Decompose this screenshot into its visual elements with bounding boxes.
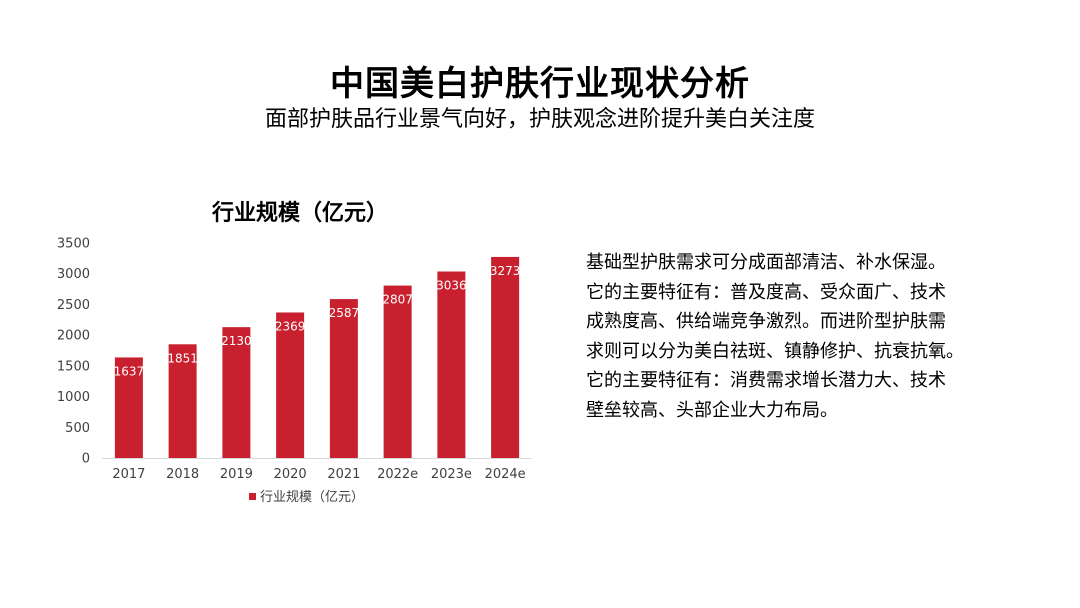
slide-subtitle: 面部护肤品行业景气向好，护肤观念进阶提升美白关注度: [264, 107, 815, 132]
x-tick-label: 2021: [327, 467, 360, 482]
y-axis: 0 500 1000 1500 2000 2500 3000 3500: [57, 237, 90, 467]
legend: 行业规模（亿元）: [249, 490, 364, 505]
data-labels: 1637 1851 2130 2369 2587 2807 3036 3273: [114, 264, 521, 378]
description-line: 成熟度高、供给端竞争激烈。而进阶型护肤需: [586, 311, 946, 332]
y-tick-label: 2500: [57, 298, 90, 313]
y-tick-label: 1500: [57, 359, 90, 374]
description-line: 它的主要特征有：普及度高、受众面广、技术: [586, 281, 946, 303]
data-label: 3273: [490, 264, 521, 278]
bar: [276, 312, 305, 458]
description-line: 它的主要特征有：消费需求增长潜力大、技术: [586, 370, 946, 391]
legend-swatch: [249, 493, 256, 500]
x-tick-label: 2017: [112, 467, 145, 482]
data-label: 2369: [275, 319, 306, 333]
x-tick-label: 2023e: [431, 467, 472, 482]
x-tick-label: 2024e: [485, 467, 526, 482]
y-tick-label: 1000: [57, 390, 90, 405]
legend-label: 行业规模（亿元）: [260, 490, 364, 505]
bar: [114, 357, 143, 458]
y-tick-label: 500: [65, 421, 90, 436]
bar: [383, 285, 412, 458]
x-tick-label: 2018: [166, 467, 199, 482]
bar: [437, 271, 466, 458]
bars-group: [114, 256, 520, 458]
slide-title: 中国美白护肤行业现状分析: [330, 64, 750, 104]
bar: [329, 299, 358, 458]
bar: [222, 327, 251, 458]
data-label: 2587: [329, 306, 360, 320]
chart-title: 行业规模（亿元）: [211, 201, 388, 226]
bar: [168, 344, 197, 458]
y-tick-label: 0: [82, 452, 90, 467]
x-tick-label: 2022e: [377, 467, 418, 482]
description-line: 求则可以分为美白祛斑、镇静修护、抗衰抗氧。: [586, 340, 964, 362]
data-label: 2130: [221, 334, 252, 348]
x-tick-label: 2019: [220, 467, 253, 482]
data-label: 3036: [436, 279, 467, 293]
data-label: 1851: [167, 351, 198, 365]
y-tick-label: 3500: [57, 237, 90, 252]
description-line: 基础型护肤需求可分成面部清洁、补水保湿。: [586, 252, 946, 273]
x-tick-label: 2020: [274, 467, 307, 482]
y-tick-label: 3000: [57, 267, 90, 282]
description-text: 基础型护肤需求可分成面部清洁、补水保湿。 它的主要特征有：普及度高、受众面广、技…: [586, 248, 1006, 425]
bar: [491, 256, 520, 458]
data-label: 1637: [114, 364, 145, 378]
y-tick-label: 2000: [57, 329, 90, 344]
x-axis: 2017 2018 2019 2020 2021 2022e 2023e 2024e: [112, 467, 525, 482]
data-label: 2807: [382, 293, 413, 307]
description-line: 壁垒较高、头部企业大力布局。: [586, 399, 838, 421]
